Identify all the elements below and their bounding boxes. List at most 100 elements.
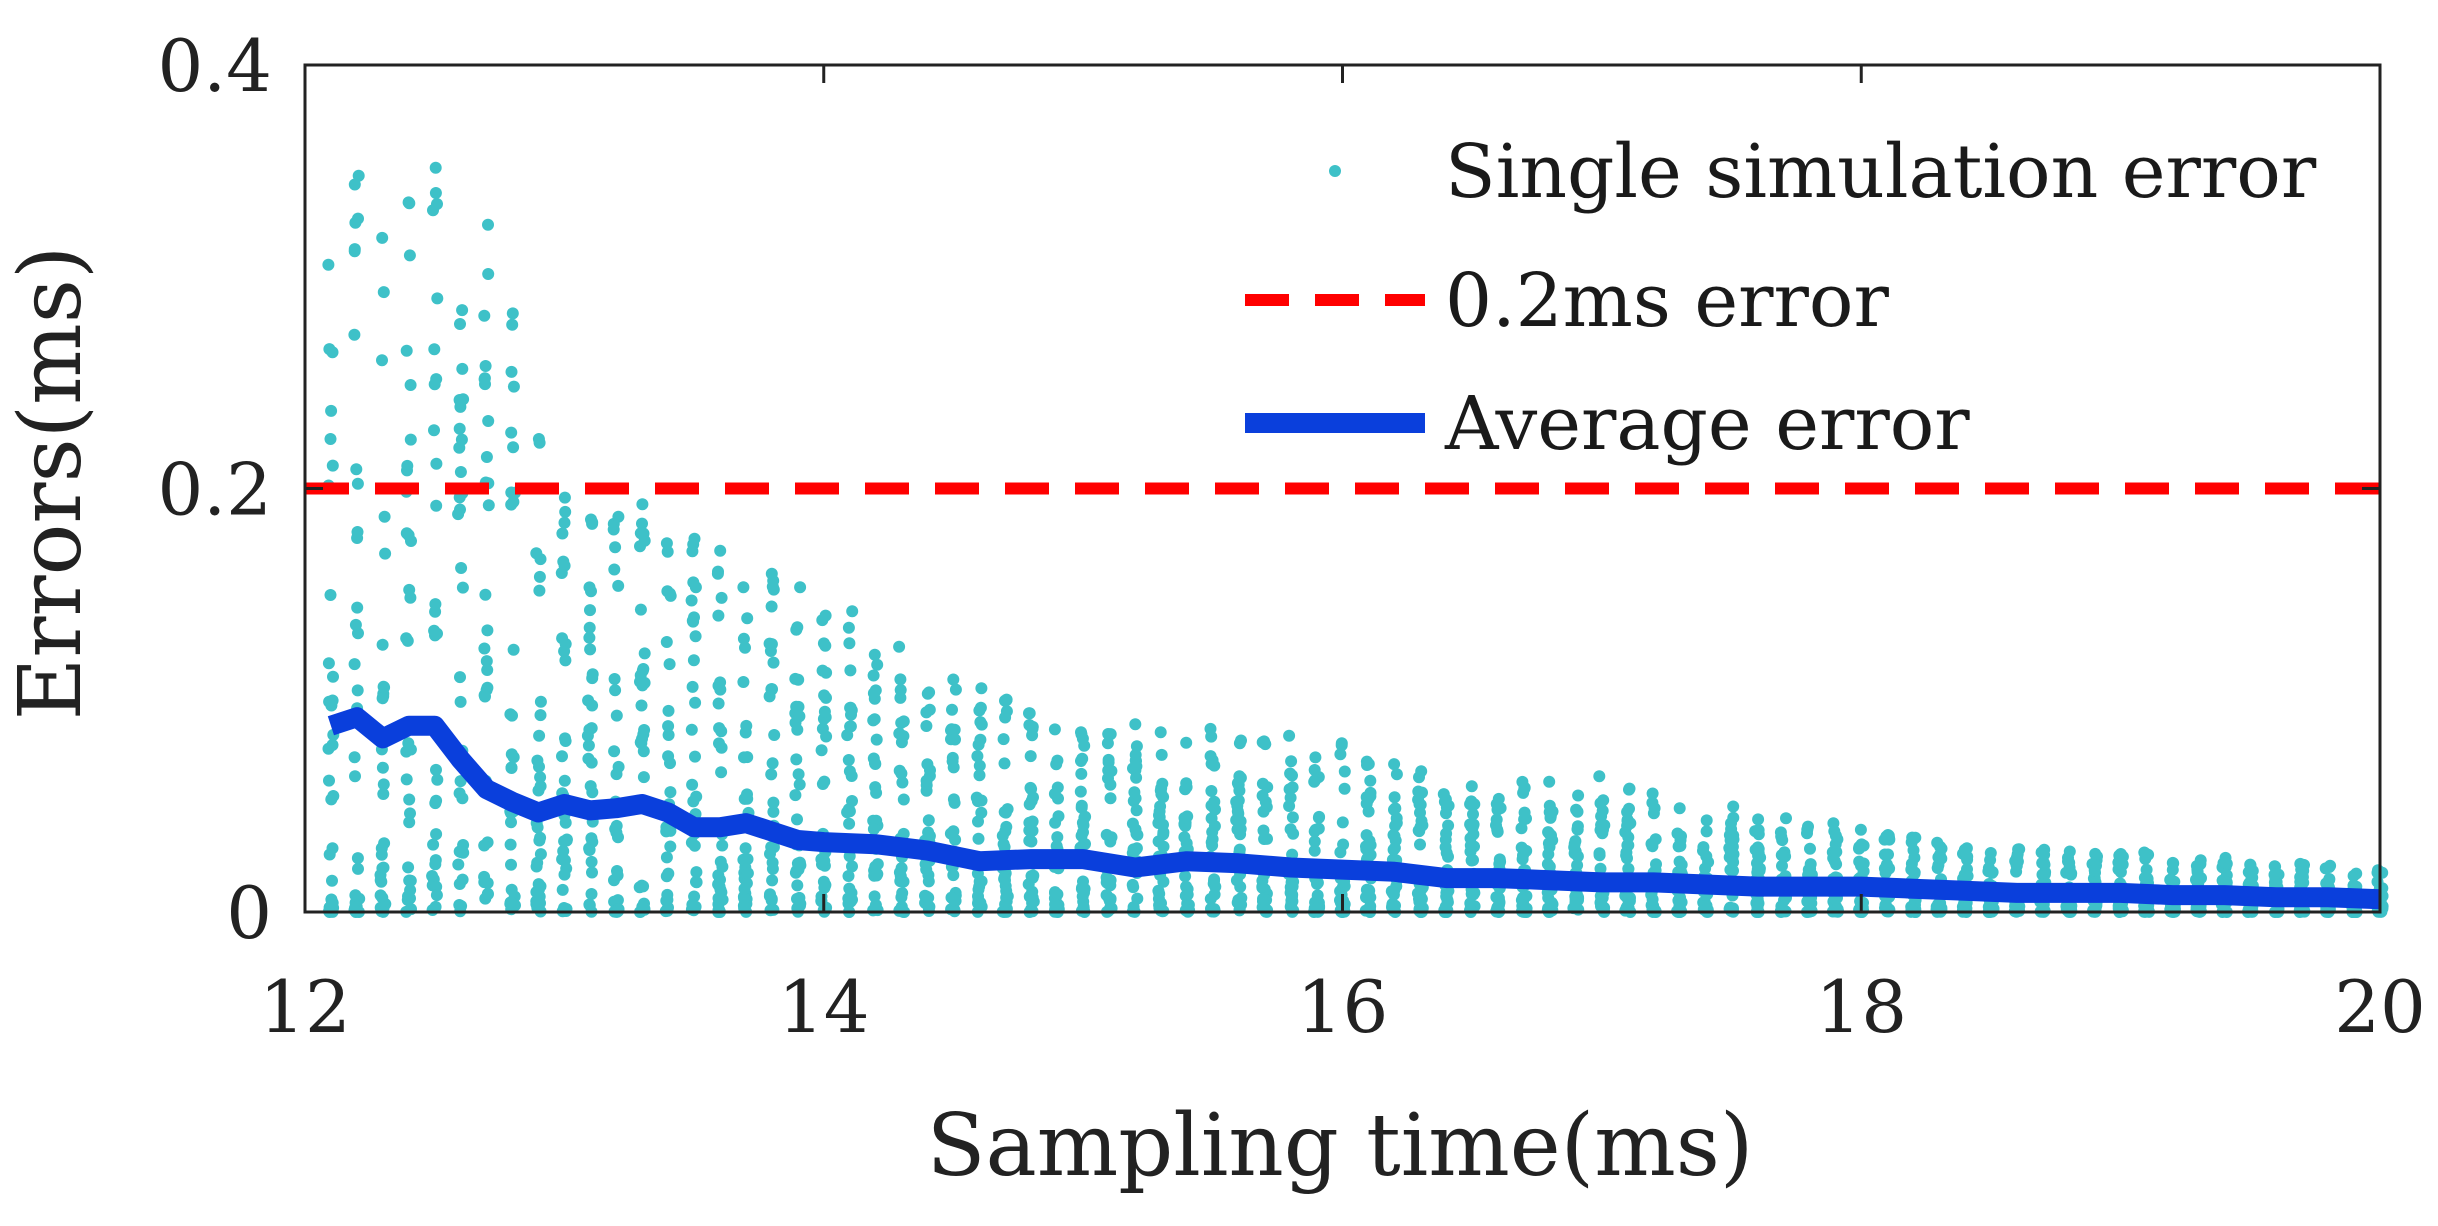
scatter-point-300 <box>559 654 572 667</box>
scatter-point-143 <box>430 828 443 841</box>
scatter-point-17 <box>325 699 338 712</box>
scatter-point-769 <box>947 673 960 686</box>
scatter-point-2287 <box>2166 856 2179 869</box>
scatter-point-253 <box>507 643 520 656</box>
scatter-point-325 <box>585 513 597 526</box>
scatter-point-668 <box>844 664 857 677</box>
scatter-point-55 <box>352 862 364 875</box>
scatter-point-1400 <box>1440 807 1452 820</box>
scatter-point-1356 <box>1415 815 1428 827</box>
scatter-point-924 <box>1048 787 1061 800</box>
scatter-point-467 <box>690 866 703 879</box>
scatter-point-275 <box>534 880 547 893</box>
scatter-point-1242 <box>1308 764 1321 776</box>
scatter-point-197 <box>482 268 495 280</box>
scatter-point-1001 <box>1126 817 1139 830</box>
scatter-point-563 <box>767 805 780 818</box>
scatter-point-151 <box>430 794 443 807</box>
scatter-point-1436 <box>1464 904 1476 917</box>
scatter-point-604 <box>793 710 806 723</box>
scatter-point-414 <box>637 771 650 784</box>
scatter-point-1267 <box>1338 765 1351 778</box>
scatter-point-338 <box>586 668 599 681</box>
scatter-point-113 <box>403 816 416 829</box>
scatter-point-225 <box>504 838 517 851</box>
scatter-point-1295 <box>1364 774 1377 787</box>
scatter-point-2079 <box>1982 862 1995 874</box>
scatter-point-377 <box>608 673 621 685</box>
scatter-point-597 <box>789 789 802 802</box>
scatter-point-345 <box>585 855 598 868</box>
scatter-point-30 <box>325 793 338 806</box>
scatter-point-349 <box>583 723 596 736</box>
scatter-point-1951 <box>1882 848 1894 861</box>
scatter-point-1532 <box>1541 858 1554 871</box>
scatter-point-505 <box>713 880 726 893</box>
scatter-point-1950 <box>1879 898 1892 911</box>
scatter-point-1019 <box>1130 740 1143 753</box>
scatter-point-368 <box>607 523 620 536</box>
scatter-point-464 <box>690 790 703 803</box>
scatter-point-1002 <box>1127 881 1140 894</box>
scatter-point-144 <box>426 870 439 882</box>
scatter-point-53 <box>351 601 364 614</box>
scatter-point-927 <box>1049 898 1062 911</box>
scatter-point-447 <box>664 589 677 602</box>
scatter-point-2239 <box>2116 858 2129 871</box>
scatter-point-1439 <box>1468 798 1481 811</box>
scatter-point-1194 <box>1283 729 1296 742</box>
scatter-point-1468 <box>1490 813 1503 826</box>
scatter-point-925 <box>1049 886 1061 899</box>
scatter-point-2396 <box>2246 871 2259 884</box>
scatter-point-107 <box>401 464 413 477</box>
scatter-point-2045 <box>1961 853 1974 866</box>
scatter-point-1150 <box>1233 784 1246 797</box>
scatter-point-2485 <box>2324 859 2337 872</box>
scatter-point-1914 <box>1853 855 1866 868</box>
scatter-point-602 <box>790 700 803 713</box>
scatter-point-7 <box>322 258 335 271</box>
scatter-point-376 <box>610 709 623 722</box>
scatter-point-124 <box>402 529 415 542</box>
scatter-point-1172 <box>1261 832 1273 845</box>
scatter-point-1374 <box>1412 793 1425 806</box>
scatter-point-1595 <box>1593 770 1606 783</box>
scatter-point-670 <box>845 886 858 899</box>
scatter-point-58 <box>351 526 364 538</box>
scatter-point-1981 <box>1907 844 1920 857</box>
scatter-point-222 <box>478 642 491 655</box>
scatter-point-718 <box>895 891 908 904</box>
scatter-point-1300 <box>1360 840 1372 853</box>
scatter-point-586 <box>790 753 803 766</box>
scatter-point-787 <box>946 751 959 764</box>
scatter-point-106 <box>402 737 415 750</box>
scatter-point-1437 <box>1465 820 1478 833</box>
scatter-point-283 <box>534 695 547 708</box>
scatter-point-150 <box>430 373 443 386</box>
scatter-point-249 <box>504 708 517 721</box>
scatter-point-372 <box>612 510 625 523</box>
scatter-point-623 <box>816 614 829 627</box>
scatter-point-330 <box>584 643 597 656</box>
scatter-point-296 <box>559 505 572 518</box>
scatter-point-1420 <box>1465 780 1478 793</box>
scatter-point-1219 <box>1309 751 1322 764</box>
scatter-point-796 <box>948 796 961 809</box>
scatter-point-235 <box>505 365 518 378</box>
scatter-point-989 <box>1101 737 1114 750</box>
scatter-point-424 <box>662 704 675 717</box>
scatter-point-1599 <box>1595 820 1608 833</box>
scatter-point-59 <box>349 889 362 902</box>
scatter-point-212 <box>480 655 493 668</box>
scatter-point-1135 <box>1233 770 1246 783</box>
scatter-point-843 <box>997 733 1010 746</box>
scatter-point-351 <box>585 832 598 845</box>
scatter-point-730 <box>897 793 910 806</box>
scatter-point-247 <box>507 441 520 454</box>
scatter-point-314 <box>558 491 571 504</box>
scatter-point-118 <box>403 583 416 596</box>
scatter-point-986 <box>1102 772 1114 785</box>
scatter-point-13 <box>322 657 335 670</box>
legend-label-scatter: Single simulation error <box>1445 129 2317 215</box>
scatter-point-181 <box>456 581 469 594</box>
